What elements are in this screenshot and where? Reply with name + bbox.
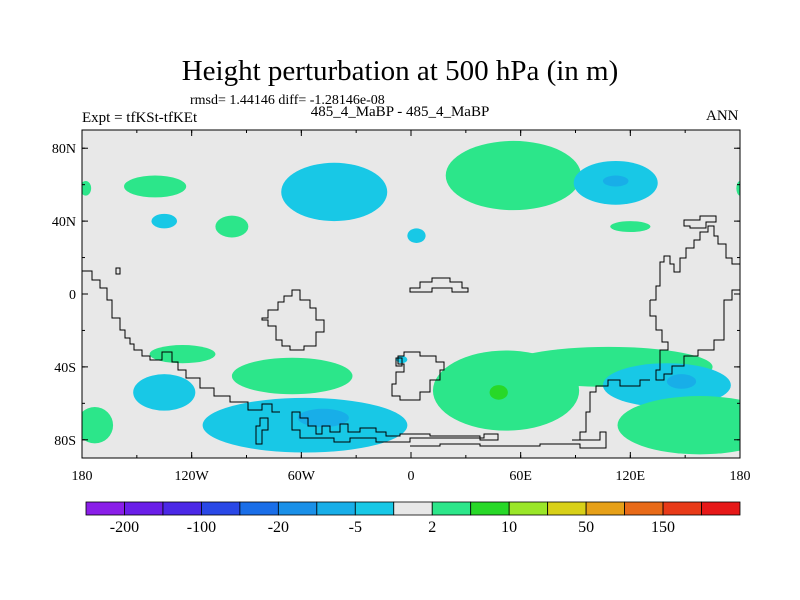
chart-title: Height perturbation at 500 hPa (in m) <box>181 55 619 87</box>
colorbar-swatch <box>124 501 164 516</box>
x-tick-label: 0 <box>408 469 415 484</box>
blob-n-pacific-small-blue <box>151 213 178 229</box>
colorbar-label: -200 <box>110 519 139 536</box>
blob-n-atlantic-blue <box>281 162 388 222</box>
blob-antarctic-blue <box>202 397 408 453</box>
blob-s-atlantic-green-band <box>231 357 353 395</box>
colorbar-swatch <box>508 501 549 516</box>
colorbar-swatch <box>393 501 433 516</box>
colorbar-swatch <box>585 501 625 516</box>
blob-antarctic-darker <box>297 408 349 428</box>
y-tick-label: 80S <box>54 434 76 449</box>
y-tick-label: 40S <box>54 361 76 376</box>
colorbar-label: -100 <box>187 519 216 536</box>
period-label: ANN <box>706 108 739 124</box>
blob-africa-center <box>489 385 508 400</box>
stats-label: rmsd= 1.44146 diff= -1.28146e-08 <box>190 93 385 108</box>
x-tick-label: 120W <box>175 469 210 484</box>
colorbar: -200 -100 -20 -5 2 10 50 150 <box>85 501 741 536</box>
colorbar-swatch <box>277 501 318 516</box>
colorbar-swatch <box>624 501 664 516</box>
blob-s-indian-green-large <box>617 396 740 455</box>
colorbar-swatch <box>431 501 472 516</box>
colorbar-label: 2 <box>428 519 436 536</box>
case-label: 485_4_MaBP - 485_4_MaBP <box>310 104 490 120</box>
colorbar-swatch <box>547 501 587 516</box>
x-tick-label: 60W <box>288 469 316 484</box>
colorbar-swatch <box>162 501 202 516</box>
blob-s-pacific-edge-green <box>82 406 114 444</box>
colorbar-label: 50 <box>578 519 594 536</box>
blob-indian-blue <box>602 363 731 407</box>
axes: 180 120W 60W 0 60E 120E 180 80N 40N 0 40S 80S <box>52 130 751 484</box>
y-tick-label: 0 <box>69 288 76 303</box>
blob-s-pacific-green-band <box>149 345 216 364</box>
blob-n-america-green <box>124 175 187 198</box>
x-tick-label: 60E <box>509 469 532 484</box>
colorbar-swatch <box>239 501 279 516</box>
colorbar-swatch <box>701 501 741 516</box>
blob-europe-small-blue <box>407 228 426 243</box>
y-tick-label: 40N <box>52 215 76 230</box>
coastlines <box>82 215 740 449</box>
x-tick-label: 180 <box>72 469 93 484</box>
blob-asia-green <box>445 140 581 211</box>
experiment-label: Expt = tfKSt-tfKEt <box>82 110 198 126</box>
blob-indian-blue-center <box>666 374 697 389</box>
colorbar-label: 150 <box>651 519 675 536</box>
colorbar-label: -20 <box>268 519 289 536</box>
x-tick-label: 180 <box>730 469 751 484</box>
blob-ne-pacific-small-green <box>610 221 651 233</box>
blob-s-pacific-blue <box>133 374 196 411</box>
colorbar-swatch <box>201 501 241 516</box>
colorbar-swatch <box>470 501 510 516</box>
blob-n-atlantic-green <box>215 215 249 238</box>
x-tick-label: 120E <box>616 469 646 484</box>
colorbar-swatch <box>316 501 356 516</box>
colorbar-swatch <box>662 501 702 516</box>
colorbar-label: -5 <box>349 519 362 536</box>
y-tick-label: 80N <box>52 142 76 157</box>
colorbar-swatch <box>85 501 125 516</box>
colorbar-label: 10 <box>501 519 517 536</box>
colorbar-swatch <box>354 501 395 516</box>
blob-pacific-center-dark <box>602 175 629 187</box>
